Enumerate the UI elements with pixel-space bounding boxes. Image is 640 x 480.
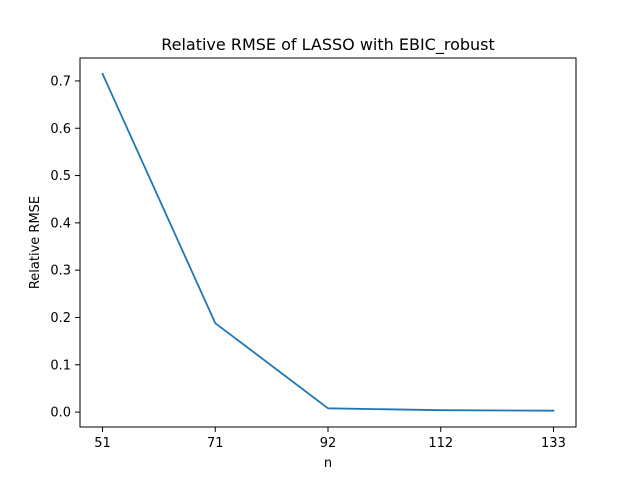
- y-tick-label: 0.1: [50, 358, 71, 373]
- x-axis-label: n: [324, 456, 332, 471]
- x-tick-label: 51: [94, 436, 111, 451]
- y-tick-label: 0.5: [50, 169, 71, 184]
- y-tick-label: 0.0: [50, 406, 71, 421]
- y-axis-ticks: 0.0 0.1 0.2 0.3 0.4 0.5 0.6 0.7: [50, 74, 80, 421]
- y-tick-label: 0.2: [50, 311, 71, 326]
- series-layer: [101, 72, 555, 412]
- x-tick-label: 112: [428, 436, 453, 451]
- y-tick-label: 0.3: [50, 264, 71, 279]
- series-line: [101, 72, 555, 412]
- x-tick-label: 71: [207, 436, 224, 451]
- y-tick-label: 0.7: [50, 74, 71, 89]
- y-tick-label: 0.4: [50, 216, 71, 231]
- y-axis-label: Relative RMSE: [28, 196, 43, 289]
- y-tick-label: 0.6: [50, 122, 71, 137]
- x-tick-label: 92: [320, 436, 337, 451]
- x-tick-label: 133: [541, 436, 566, 451]
- x-axis-ticks: 51 71 92 112 133: [94, 427, 566, 451]
- chart-title: Relative RMSE of LASSO with EBIC_robust: [161, 35, 495, 55]
